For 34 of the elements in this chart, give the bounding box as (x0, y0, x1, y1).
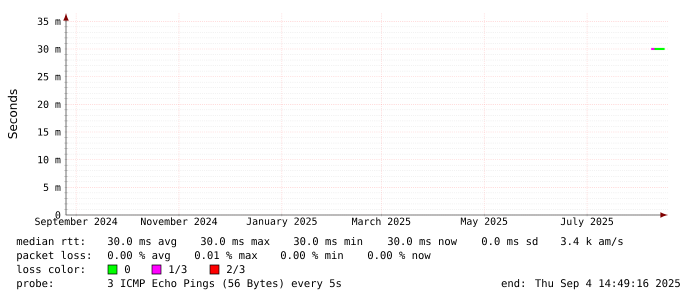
text: probe: (17, 278, 52, 290)
text: 30.0 ms now (388, 237, 458, 246)
text: 0.0 ms sd (482, 236, 538, 246)
text: 0.00 % min (280, 250, 343, 260)
text: median rtt: (16, 236, 84, 246)
y-tick-label: 5 m (44, 184, 60, 191)
text: end: Thu Sep 4 14:49:16 2025 (502, 278, 680, 290)
y-tick-label: 0 (56, 211, 60, 219)
y-tick-label: 15 m (38, 128, 60, 136)
text: 3 ICMP Echo Pings (56 Bytes) every 5s (108, 278, 341, 290)
legend-label: 1/3 (170, 265, 187, 274)
text: 0.01 % max (194, 251, 258, 260)
text: 30.0 ms max (200, 237, 270, 246)
text: packet loss: (17, 250, 90, 262)
x-tick-label: July 2025 (560, 217, 613, 228)
text: 0.00 % now (368, 251, 431, 260)
y-tick-label: 35 m (38, 18, 60, 26)
legend-label: 0 (124, 265, 130, 274)
text: 0.00 % avg (108, 251, 170, 262)
y-tick-label: 20 m (38, 100, 60, 108)
x-tick-label: January 2025 (246, 217, 317, 227)
legend-label: 2/3 (227, 265, 245, 274)
y-axis-title: Seconds (8, 89, 18, 138)
y-tick-label: 10 m (38, 156, 60, 164)
x-tick-label: September 2024 (35, 217, 118, 227)
legend-title: loss color: (17, 264, 84, 274)
text: 30.0 ms min (294, 236, 362, 246)
text: 3.4 k am/s (560, 236, 623, 246)
text: 30.0 ms avg (108, 237, 176, 248)
x-tick-label: March 2025 (352, 217, 410, 226)
x-tick-label: May 2025 (460, 217, 508, 227)
x-tick-label: November 2024 (141, 217, 218, 226)
y-tick-label: 25 m (38, 72, 60, 80)
y-tick-label: 30 m (38, 45, 60, 53)
